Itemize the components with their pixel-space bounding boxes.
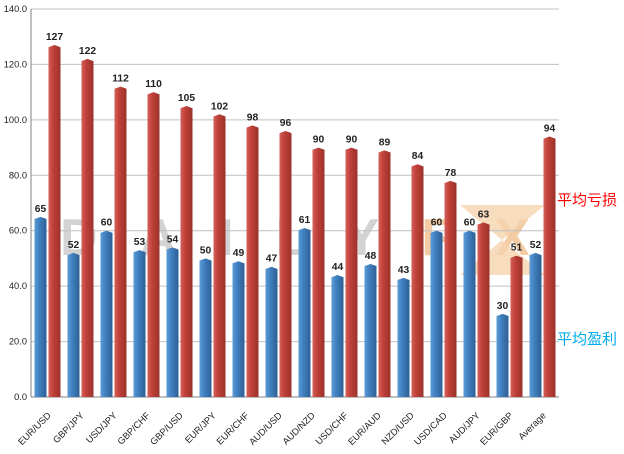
svg-text:90: 90 [313, 135, 325, 146]
svg-text:40.0: 40.0 [9, 281, 27, 291]
svg-text:54: 54 [167, 234, 179, 245]
svg-text:127: 127 [46, 32, 63, 43]
svg-text:49: 49 [233, 248, 245, 259]
svg-text:30: 30 [497, 301, 509, 312]
svg-text:60: 60 [101, 218, 113, 229]
svg-text:78: 78 [445, 168, 457, 179]
svg-text:44: 44 [332, 262, 344, 273]
svg-text:GBP/JPY: GBP/JPY [51, 410, 86, 445]
svg-text:0.0: 0.0 [14, 392, 27, 402]
svg-text:20.0: 20.0 [9, 337, 27, 347]
svg-text:60.0: 60.0 [9, 226, 27, 236]
svg-text:84: 84 [412, 151, 424, 162]
svg-text:52: 52 [530, 240, 542, 251]
svg-text:Average: Average [516, 410, 547, 441]
svg-text:60: 60 [431, 218, 443, 229]
svg-text:105: 105 [178, 93, 195, 104]
svg-text:60: 60 [464, 218, 476, 229]
svg-text:140.0: 140.0 [4, 4, 27, 14]
svg-text:51: 51 [511, 243, 523, 254]
svg-text:80.0: 80.0 [9, 170, 27, 180]
svg-text:53: 53 [134, 237, 146, 248]
svg-text:100.0: 100.0 [4, 115, 27, 125]
svg-text:USD/CHF: USD/CHF [314, 410, 351, 447]
svg-text:90: 90 [346, 135, 358, 146]
svg-text:63: 63 [478, 209, 490, 220]
svg-text:122: 122 [79, 46, 96, 57]
svg-text:EUR/JPY: EUR/JPY [183, 410, 218, 445]
svg-text:EUR/USD: EUR/USD [16, 410, 53, 447]
svg-text:120.0: 120.0 [4, 59, 27, 69]
svg-text:94: 94 [544, 124, 556, 135]
svg-text:98: 98 [247, 112, 259, 123]
svg-text:AUD/NZD: AUD/NZD [281, 410, 317, 446]
svg-text:48: 48 [365, 251, 377, 262]
svg-text:GBP/CHF: GBP/CHF [116, 410, 153, 447]
svg-text:112: 112 [112, 74, 129, 85]
svg-text:EUR/AUD: EUR/AUD [346, 410, 383, 447]
svg-text:61: 61 [299, 215, 311, 226]
svg-text:USD/JPY: USD/JPY [84, 410, 119, 445]
svg-text:EUR/GBP: EUR/GBP [478, 410, 515, 447]
svg-text:GBP/USD: GBP/USD [148, 410, 185, 447]
svg-text:52: 52 [68, 240, 80, 251]
svg-text:102: 102 [211, 101, 228, 112]
svg-text:47: 47 [266, 254, 278, 265]
svg-text:96: 96 [280, 118, 292, 129]
svg-text:43: 43 [398, 265, 410, 276]
svg-text:65: 65 [35, 204, 47, 215]
svg-text:EUR/CHF: EUR/CHF [215, 410, 252, 447]
svg-text:110: 110 [145, 79, 162, 90]
svg-text:89: 89 [379, 137, 391, 148]
svg-text:AUD/JPY: AUD/JPY [447, 410, 482, 445]
svg-text:50: 50 [200, 245, 212, 256]
svg-text:AUD/USD: AUD/USD [247, 410, 284, 447]
svg-text:NZD/USD: NZD/USD [380, 410, 416, 446]
svg-text:USD/CAD: USD/CAD [412, 410, 449, 447]
